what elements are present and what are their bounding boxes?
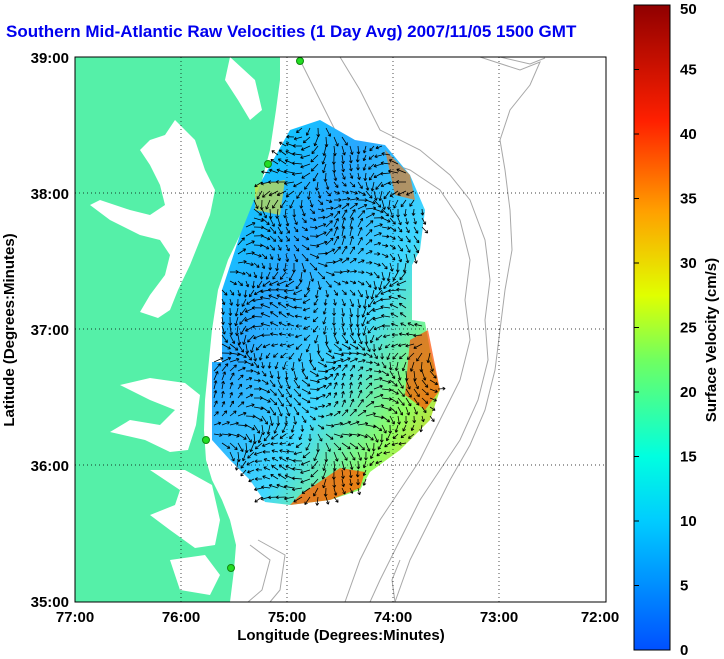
y-tick-label: 36:00 (31, 458, 69, 475)
x-tick-label: 73:00 (480, 609, 518, 626)
colorbar-tick-label: 45 (680, 62, 697, 79)
delaware-bay (225, 57, 262, 120)
x-tick-label: 74:00 (374, 609, 412, 626)
plot-frame (74, 56, 607, 603)
colorbar-tick-label: 20 (680, 384, 697, 401)
y-tick-label: 38:00 (31, 186, 69, 203)
colorbar-tick-label: 5 (680, 578, 688, 595)
albemarle-sound (110, 378, 200, 452)
arrow-set (213, 127, 446, 506)
x-tick-label: 75:00 (268, 609, 306, 626)
colorbar-tick-label: 40 (680, 126, 697, 143)
colorbar: 0 5 10 15 20 25 30 35 40 45 50 Surface Velocity (c… (633, 1, 720, 659)
hotspot-coast (255, 180, 285, 215)
colorbar-tick-label: 30 (680, 255, 697, 272)
station-2 (264, 160, 272, 168)
y-tick-label: 39:00 (31, 50, 69, 67)
station-4 (227, 564, 235, 572)
colorbar-tick-label: 25 (680, 320, 697, 337)
velocity-arrows (213, 127, 446, 506)
grid-lines (75, 57, 606, 602)
y-tick-label: 37:00 (31, 322, 69, 339)
station-1 (296, 57, 304, 65)
colorbar-scale (633, 4, 671, 651)
colorbar-tick-label: 50 (680, 1, 697, 18)
y-tick-label: 35:00 (31, 594, 69, 611)
colorbar-tick-label: 15 (680, 449, 697, 466)
x-axis-label: Longitude (Degrees:Minutes) (237, 627, 445, 644)
y-axis: 39:00 38:00 37:00 36:00 35:00 Latitude (… (1, 50, 69, 611)
station-3 (202, 436, 210, 444)
colorbar-tick-label: 0 (680, 642, 688, 659)
x-tick-label: 77:00 (56, 609, 94, 626)
velocity-field (212, 120, 446, 506)
land-mass (75, 57, 280, 602)
colorbar-label: Surface Velocity (cm/s) (703, 258, 720, 422)
x-tick-label: 72:00 (581, 609, 619, 626)
map-title: Southern Mid-Atlantic Raw Velocities (1 … (6, 22, 577, 41)
pamlico-sound (150, 470, 220, 548)
colorbar-tick-label: 10 (680, 513, 697, 530)
x-axis: 77:00 76:00 75:00 74:00 73:00 72:00 Long… (56, 609, 619, 644)
x-tick-label: 76:00 (162, 609, 200, 626)
hotspot-southeast (290, 468, 365, 505)
sounds-south (170, 555, 220, 595)
colorbar-ticks: 0 5 10 15 20 25 30 35 40 45 50 (634, 1, 697, 659)
hotspot-north (385, 150, 415, 200)
station-markers (202, 57, 304, 572)
colorbar-tick-label: 35 (680, 191, 697, 208)
chesapeake-bay (90, 120, 215, 318)
y-axis-label: Latitude (Degrees:Minutes) (1, 233, 18, 426)
